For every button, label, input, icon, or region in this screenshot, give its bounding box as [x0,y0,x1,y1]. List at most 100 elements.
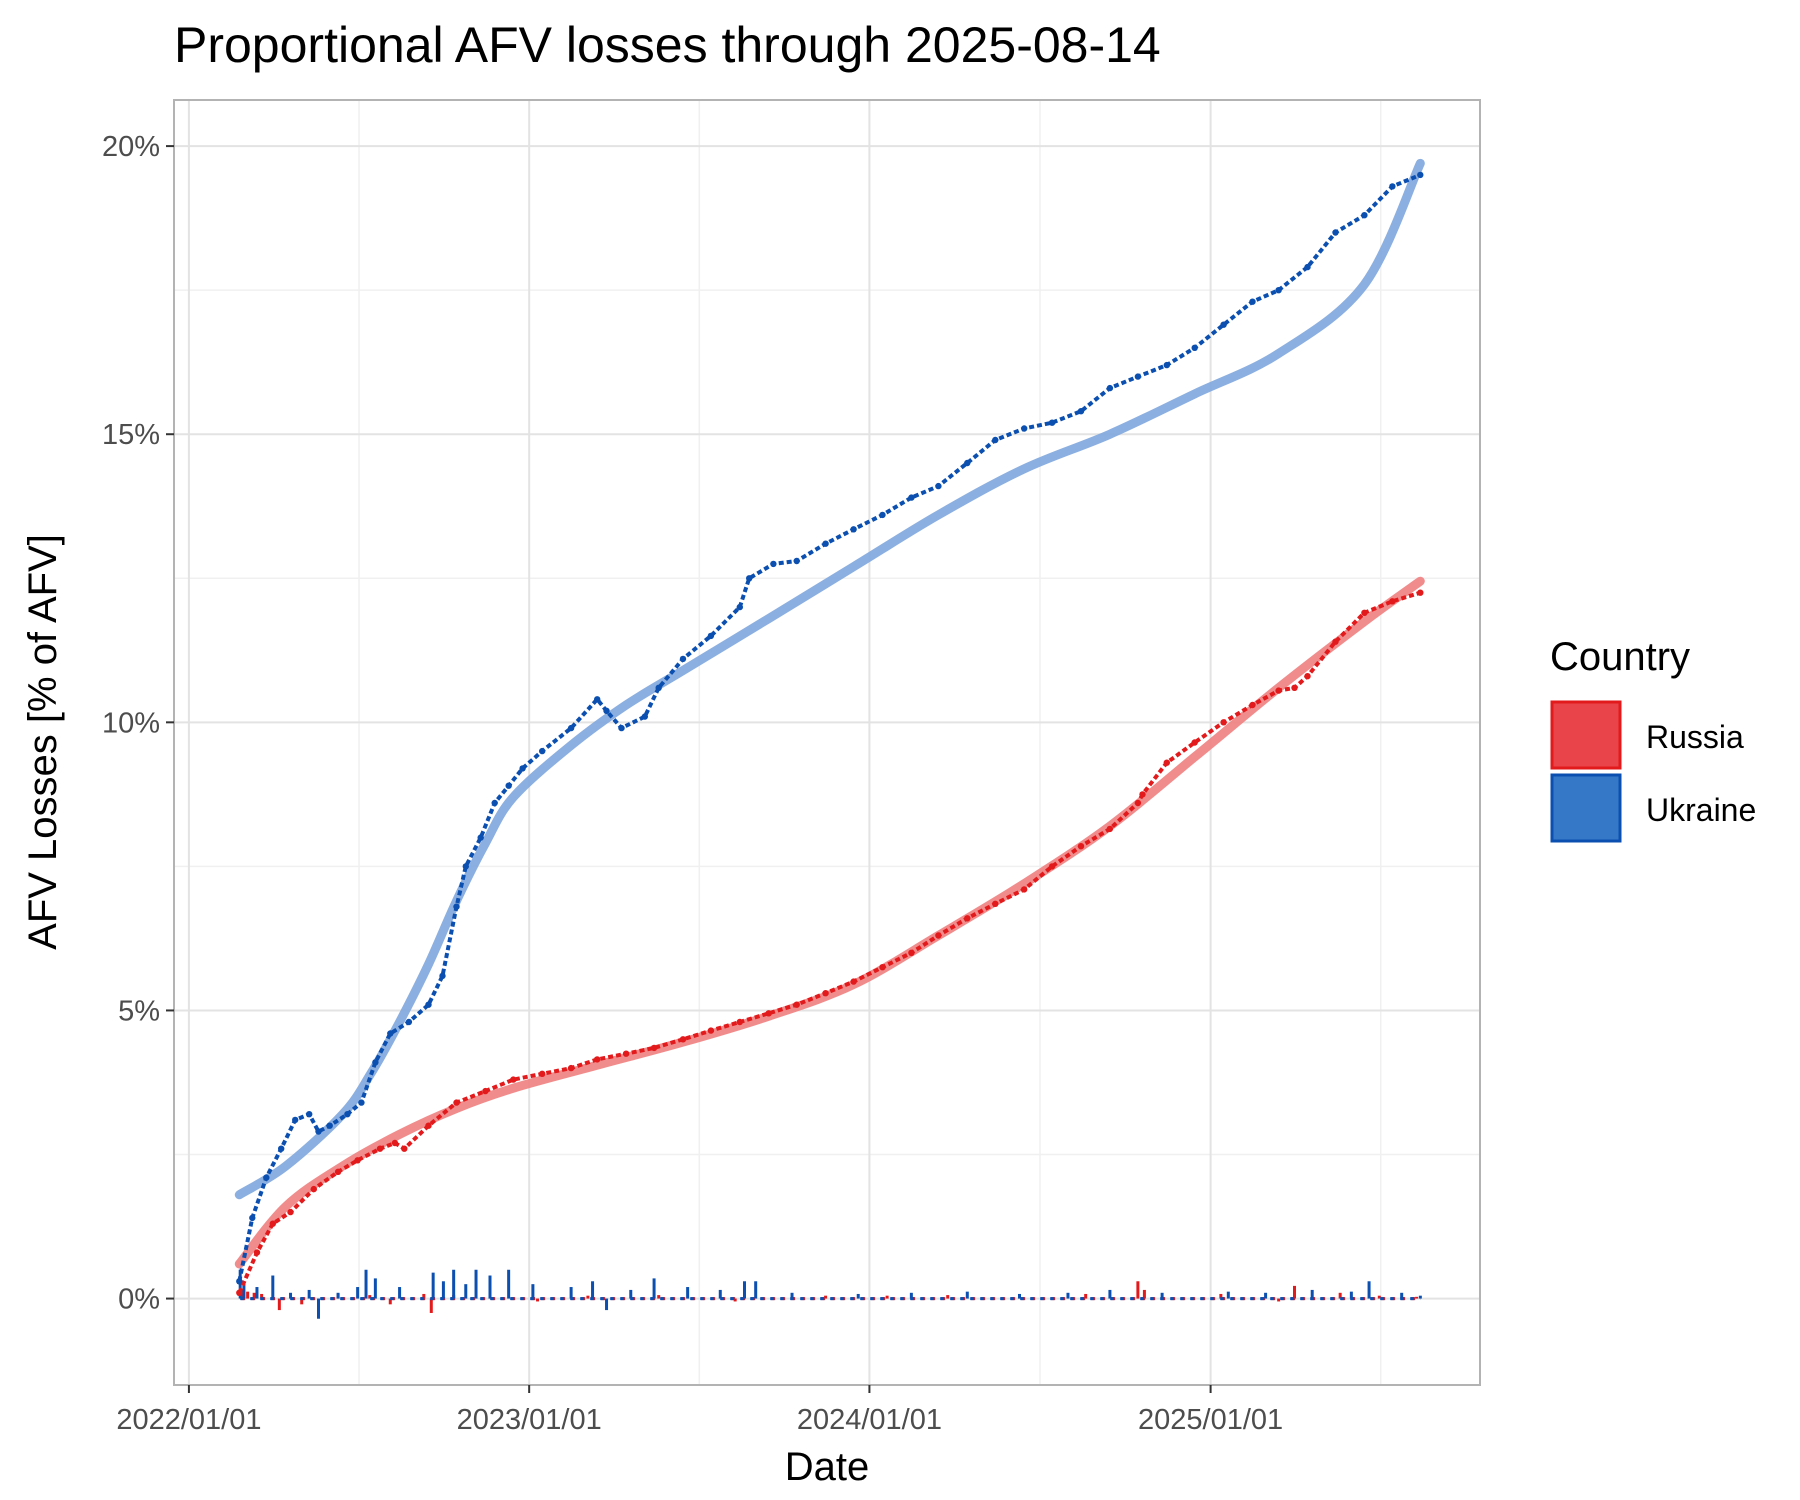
point-ukraine [1361,212,1368,219]
point-russia [679,1036,687,1043]
point-ukraine [1389,183,1396,190]
point-ukraine [1048,419,1056,426]
point-ukraine [879,511,886,519]
point-ukraine [453,903,460,910]
point-russia [822,990,829,997]
point-russia [1139,791,1146,798]
point-ukraine [935,482,942,490]
series-line-russia [237,590,1421,1294]
point-russia [1332,638,1339,645]
point-russia [453,1099,460,1106]
point-russia [992,900,999,907]
legend-title: Country [1550,635,1690,679]
point-ukraine [822,540,829,547]
legend-key-ukraine [1550,773,1622,843]
point-ukraine [263,1174,270,1181]
point-russia [310,1185,317,1193]
legend-label-russia: Russia [1646,719,1744,755]
point-ukraine [1163,361,1171,369]
point-ukraine [292,1116,299,1124]
x-tick-label: 2025/01/01 [1138,1404,1283,1436]
point-ukraine [770,560,777,568]
point-russia [736,1018,743,1026]
point-ukraine [1304,263,1311,271]
point-russia [253,1249,261,1256]
point-russia [287,1208,294,1216]
point-russia [539,1070,546,1078]
point-ukraine [477,834,484,841]
point-ukraine [567,724,575,732]
point-ukraine [387,1030,394,1037]
point-ukraine [618,724,625,732]
point-ukraine [539,747,546,755]
point-ukraine [641,713,648,720]
point-russia [1249,701,1256,709]
point-ukraine [594,696,601,703]
point-ukraine [1106,384,1114,392]
point-ukraine [1332,229,1339,236]
point-russia [1417,589,1424,596]
point-russia [1048,863,1056,870]
point-russia [236,1289,243,1297]
axis-ticks: 0% 5% 10% 15% 20% 2022/01/01 2023/01/01 2024/01… [102,131,1283,1436]
trend-line-ukraine [234,158,1425,1200]
point-russia [1191,739,1198,746]
point-russia [401,1145,408,1152]
point-russia [935,932,942,939]
legend: Country Russia Ukraine [1550,635,1756,843]
chart-title: Proportional AFV losses through 2025-08-… [174,17,1161,73]
plot-area [234,158,1425,1319]
series-line-ukraine [237,173,1422,1282]
point-ukraine [1191,344,1198,351]
point-russia [650,1044,658,1052]
point-russia [391,1139,399,1147]
point-russia [1275,687,1282,694]
point-russia [510,1076,517,1083]
point-ukraine [707,632,715,640]
point-russia [707,1027,715,1034]
point-ukraine [278,1145,285,1152]
trend-line-russia [234,576,1425,1269]
point-russia [1361,609,1368,616]
point-ukraine [236,1278,243,1285]
y-tick-label: 15% [102,419,160,451]
point-russia [765,1010,772,1017]
point-ukraine [964,459,971,467]
point-russia [425,1122,432,1129]
point-russia [594,1056,601,1063]
x-axis-title: Date [785,1445,870,1489]
point-ukraine [908,494,915,501]
point-russia [334,1168,342,1176]
y-tick-label: 10% [102,707,160,739]
point-ukraine [372,1059,379,1066]
y-axis-title: AFV Losses [% of AFV] [21,534,65,950]
point-russia [850,978,857,985]
point-russia [1389,598,1396,605]
point-russia [622,1050,630,1057]
legend-label-ukraine: Ukraine [1646,792,1756,828]
point-ukraine [992,436,999,444]
point-ukraine [491,799,498,807]
point-russia [269,1220,276,1227]
point-russia [482,1087,489,1095]
legend-key-russia [1550,700,1622,770]
point-ukraine [746,575,753,582]
x-tick-label: 2024/01/01 [797,1404,942,1436]
y-tick-label: 0% [118,1284,160,1316]
point-ukraine [603,707,610,714]
point-ukraine [505,782,512,789]
point-russia [1106,825,1114,833]
x-tick-label: 2023/01/01 [457,1404,602,1436]
point-ukraine [793,557,800,565]
point-ukraine [425,1001,432,1008]
point-ukraine [519,765,526,772]
point-russia [1291,684,1298,691]
point-ukraine [344,1111,351,1118]
point-ukraine [462,863,469,870]
point-russia [879,964,886,971]
point-ukraine [1249,298,1256,305]
point-russia [1077,843,1085,850]
point-ukraine [358,1099,365,1106]
point-ukraine [679,655,687,663]
